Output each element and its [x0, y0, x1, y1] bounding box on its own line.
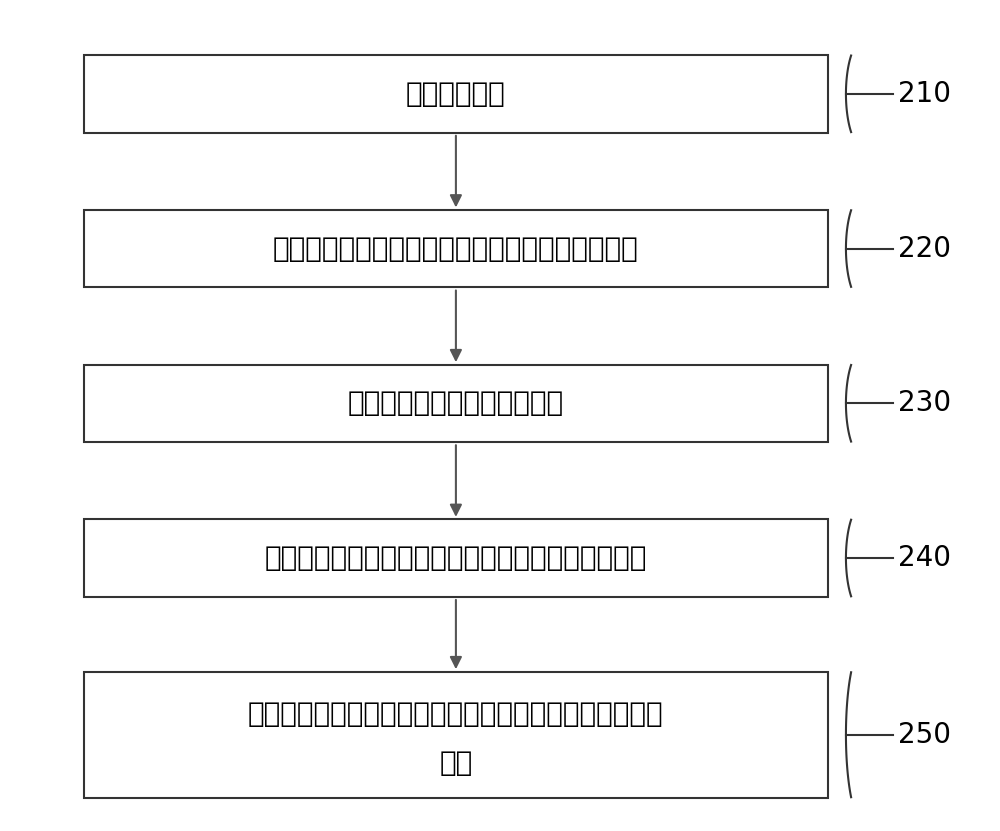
Text: 获取第一图像: 获取第一图像 [406, 80, 506, 108]
Bar [84, 210, 828, 288]
Text: 240: 240 [898, 544, 951, 572]
Text: 靶点: 靶点 [439, 750, 473, 777]
Text: 获取所述初始靶点相对于所述基准平面的经纬度坐标: 获取所述初始靶点相对于所述基准平面的经纬度坐标 [265, 544, 647, 572]
Text: 250: 250 [898, 720, 951, 749]
Text: 210: 210 [898, 80, 951, 108]
Text: 根据所述第一图像，确定所述目标对象的初始靶点: 根据所述第一图像，确定所述目标对象的初始靶点 [273, 234, 639, 263]
Bar [84, 671, 828, 798]
Text: 根据所述基准平面和所述坐标，确定所述目标用户的头皮: 根据所述基准平面和所述坐标，确定所述目标用户的头皮 [248, 701, 664, 729]
Text: 获取所述第一图像的基准平面: 获取所述第一图像的基准平面 [348, 389, 564, 417]
Bar [84, 55, 828, 132]
Bar [84, 365, 828, 442]
Text: 230: 230 [898, 389, 951, 417]
Text: 220: 220 [898, 234, 951, 263]
Bar [84, 519, 828, 597]
